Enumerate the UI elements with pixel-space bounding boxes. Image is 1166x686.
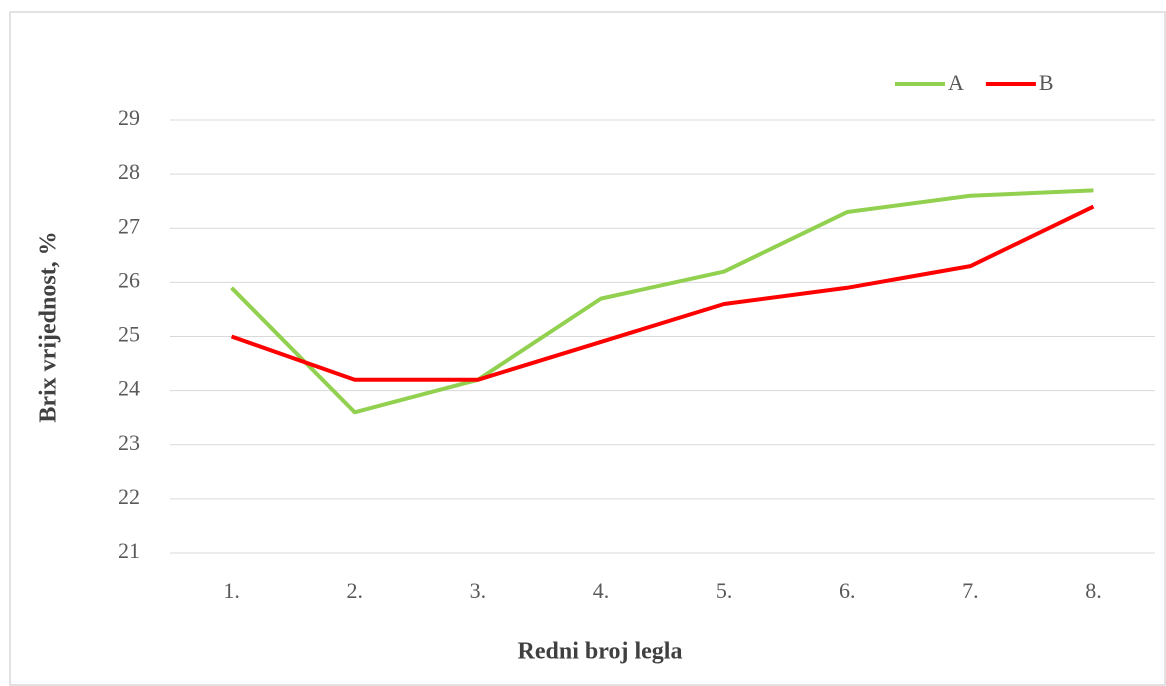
x-tick-label: 3. bbox=[470, 578, 487, 603]
y-tick-label: 24 bbox=[118, 376, 140, 401]
legend-label: A bbox=[948, 70, 964, 95]
x-tick-label: 2. bbox=[346, 578, 363, 603]
y-tick-label: 21 bbox=[118, 538, 140, 563]
x-tick-label: 6. bbox=[839, 578, 856, 603]
series-line bbox=[230, 188, 1094, 415]
y-axis-title: Brix vrijednost, % bbox=[36, 231, 62, 422]
series-line bbox=[230, 204, 1095, 382]
x-tick-label: 8. bbox=[1085, 578, 1102, 603]
y-tick-label: 26 bbox=[118, 267, 140, 292]
y-tick-label: 28 bbox=[118, 159, 140, 184]
y-tick-label: 25 bbox=[118, 322, 140, 347]
x-tick-label: 4. bbox=[593, 578, 610, 603]
y-tick-label: 22 bbox=[118, 484, 140, 509]
x-tick-label: 1. bbox=[223, 578, 240, 603]
y-tick-label: 23 bbox=[118, 430, 140, 455]
x-tick-label: 5. bbox=[716, 578, 733, 603]
chart-border bbox=[9, 11, 1166, 686]
x-tick-label: 7. bbox=[962, 578, 979, 603]
y-tick-label: 29 bbox=[118, 105, 140, 130]
x-axis-title: Redni broj legla bbox=[518, 639, 683, 665]
y-tick-label: 27 bbox=[118, 213, 140, 238]
legend-label: B bbox=[1039, 70, 1054, 95]
